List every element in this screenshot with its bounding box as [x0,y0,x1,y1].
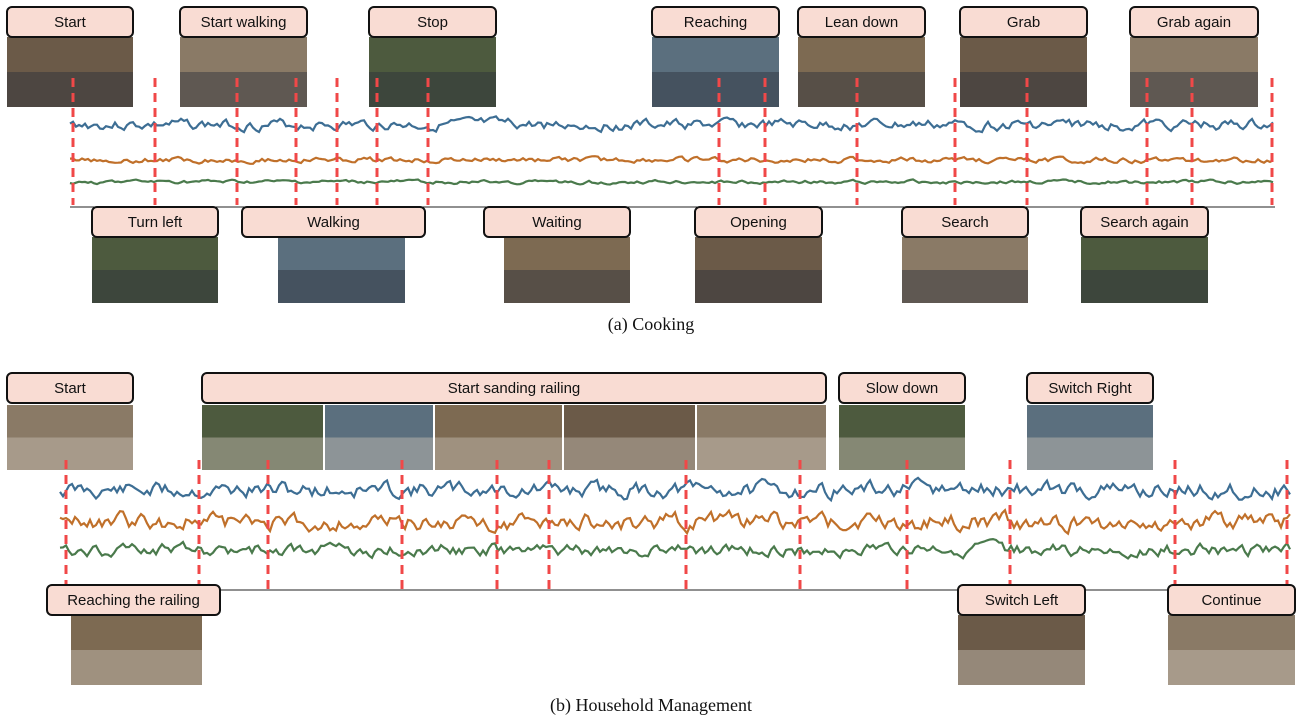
frame-image-shade [278,270,405,303]
signal-line [60,478,1290,500]
frame-image-shade [798,72,925,107]
event-label: Grab again [1157,14,1231,31]
event-label: Start sanding railing [448,380,581,397]
figure: Start Start walking Stop Reaching Lean down G… [0,0,1302,724]
frame-image-shade [1130,72,1258,107]
event-label: Reaching the railing [67,592,200,609]
frame-image-shade [504,270,630,303]
frame-image-shade [564,438,695,471]
signal-line [60,539,1290,558]
frame-image-shade [202,438,323,471]
frame-image-shade [1027,438,1153,471]
event-label: Slow down [866,380,939,397]
signal-line [70,156,1273,164]
panel: Start Start walking Stop Reaching Lean down G… [7,7,1275,335]
frame-image-shade [369,72,496,107]
event-label: Start [54,14,87,31]
frame-image-shade [1081,270,1208,303]
signal-line [70,179,1273,184]
frame-image-shade [92,270,218,303]
event-label: Grab [1007,14,1040,31]
caption: (a) Cooking [608,314,694,335]
event-label: Start walking [201,14,287,31]
event-label: Stop [417,14,448,31]
frame-image-shade [180,72,307,107]
signal-line [60,510,1290,533]
frame-image-shade [902,270,1028,303]
frame-image-shade [71,650,202,685]
frame-image-shade [7,438,133,471]
frame-image-shade [325,438,433,471]
panel: Start Start sanding railing Slow down Switc… [7,373,1295,716]
frame-image-shade [958,650,1085,685]
event-label: Switch Right [1048,380,1132,397]
frame-image-shade [1168,650,1295,685]
event-label: Opening [730,214,787,231]
event-label: Switch Left [985,592,1059,609]
frame-image-shade [652,72,779,107]
frame-image-shade [960,72,1087,107]
frame-image-shade [695,270,822,303]
frame-image-shade [697,438,826,471]
event-label: Continue [1201,592,1261,609]
event-label: Search again [1100,214,1188,231]
frame-image-shade [839,438,965,471]
event-label: Waiting [532,214,581,231]
frame-image-shade [7,72,133,107]
event-label: Search [941,214,989,231]
event-label: Lean down [825,14,898,31]
event-label: Turn left [128,214,183,231]
event-label: Start [54,380,87,397]
event-label: Walking [307,214,360,231]
caption: (b) Household Management [550,695,752,716]
event-label: Reaching [684,14,747,31]
signal-line [70,116,1273,132]
